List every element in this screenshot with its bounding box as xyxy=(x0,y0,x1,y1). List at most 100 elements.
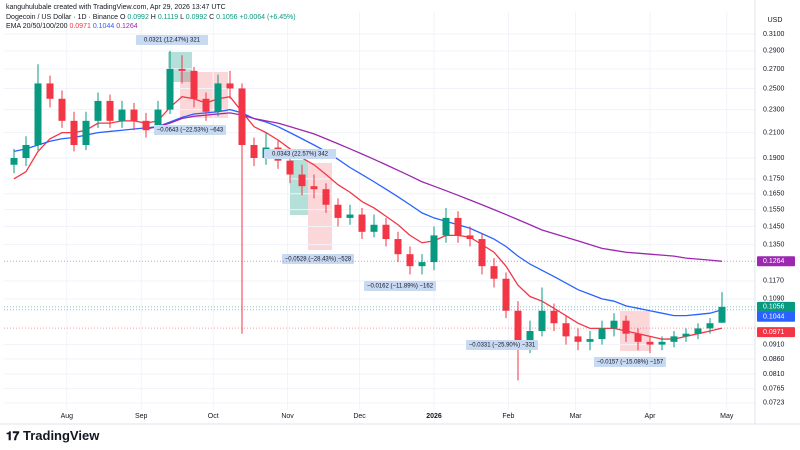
y-unit: USD xyxy=(768,17,783,24)
ohlc-key: O xyxy=(120,13,126,21)
x-tick-label: 2026 xyxy=(426,413,442,420)
y-tick-label: 0.2300 xyxy=(763,106,785,113)
annotation: −0.0157 (−15.08%) −157 xyxy=(597,360,664,366)
candle-body xyxy=(214,83,222,112)
symbol: Dogecoin / US Dollar · 1D · Binance xyxy=(6,13,119,21)
candle-body xyxy=(370,224,378,232)
y-tick-label: 0.2700 xyxy=(763,66,785,73)
y-tick-label: 0.1750 xyxy=(763,176,785,183)
y-tick-label: 0.3100 xyxy=(763,31,785,38)
y-tick-label: 0.1650 xyxy=(763,191,785,198)
price-badge xyxy=(757,327,795,338)
candle-body xyxy=(550,310,558,324)
credit: kanguhulubale created with TradingView.c… xyxy=(6,4,226,11)
candle-body xyxy=(646,341,654,345)
candle-body xyxy=(394,239,402,255)
annotation-bg xyxy=(364,281,436,291)
candle-body xyxy=(10,157,18,165)
ohlc-value: 0.0992 xyxy=(185,13,208,21)
candle-body xyxy=(106,100,114,121)
ohlc-value: 0.1119 xyxy=(157,13,179,21)
header: kanguhulubale created with TradingView.c… xyxy=(6,3,296,32)
y-tick-label: 0.2900 xyxy=(763,48,785,55)
candle-body xyxy=(190,70,198,99)
x-tick-label: May xyxy=(720,413,734,420)
price-badge-label: 0.0971 xyxy=(763,329,785,336)
x-tick-label: Mar xyxy=(570,413,583,420)
candle-body xyxy=(382,224,390,240)
candle-body xyxy=(286,160,294,175)
annotation: 0.0321 (12.47%) 321 xyxy=(144,38,201,44)
candle-body xyxy=(658,341,666,345)
candle-body xyxy=(166,68,174,110)
ohlc-value: 0.0992 xyxy=(127,13,149,21)
annotation-bg xyxy=(466,340,538,350)
candle-body xyxy=(670,336,678,342)
change: +0.0064 (+6.45%) xyxy=(239,13,296,21)
ohlc-key: H xyxy=(150,13,156,21)
annotation: 0.0343 (22.57%) 342 xyxy=(272,152,329,158)
y-tick-label: 0.0910 xyxy=(763,341,785,348)
candle-body xyxy=(634,333,642,342)
candle-body xyxy=(358,214,366,232)
y-tick-label: 0.0810 xyxy=(763,371,785,378)
candle-body xyxy=(502,278,510,311)
ohlc-key: C xyxy=(209,13,215,21)
candle-body xyxy=(238,88,246,145)
candle-body xyxy=(442,217,450,236)
candle-body xyxy=(538,310,546,332)
x-tick-label: Feb xyxy=(502,413,514,420)
logo: 𝟏𝟕 TradingView xyxy=(6,428,100,443)
candle-body xyxy=(454,217,462,236)
price-badge-label: 0.1056 xyxy=(763,304,785,311)
y-tick-label: 0.1900 xyxy=(763,155,785,162)
ohlc-key: L xyxy=(180,13,184,21)
annotation: −0.0528 (−28.43%) −528 xyxy=(285,257,352,263)
candle-body xyxy=(514,310,522,348)
indicator-value: 0.1044 xyxy=(92,23,115,30)
candle-body xyxy=(226,83,234,89)
candle-body xyxy=(46,83,54,99)
candle-body xyxy=(130,109,138,121)
indicator-line: EMA 20/50/100/200 0.0971 0.1044 0.1264 xyxy=(6,22,296,32)
candle-body xyxy=(574,336,582,342)
x-tick-label: Nov xyxy=(281,413,294,420)
candle-body xyxy=(562,323,570,337)
y-tick-label: 0.1090 xyxy=(763,296,785,303)
y-tick-label: 0.1550 xyxy=(763,206,785,213)
y-tick-label: 0.2500 xyxy=(763,85,785,92)
candle-body xyxy=(202,98,210,112)
candle-body xyxy=(466,235,474,240)
annotation: −0.0331 (−25.90%) −331 xyxy=(469,343,536,349)
measure-box xyxy=(308,163,332,250)
candle-body xyxy=(58,98,66,121)
price-badge-label: 0.1264 xyxy=(763,258,785,265)
candle-body xyxy=(34,83,42,145)
candle-body xyxy=(142,120,150,131)
measure-box xyxy=(290,160,308,215)
candle-body xyxy=(598,328,606,340)
y-tick-label: 0.1170 xyxy=(763,278,784,285)
price-badge-label: 0.1044 xyxy=(763,314,785,321)
candle-body xyxy=(178,68,186,71)
indicator: EMA 20/50/100/200 xyxy=(6,23,68,30)
annotation-bg xyxy=(282,254,354,264)
candle-body xyxy=(250,144,258,158)
annotation-bg xyxy=(136,35,208,45)
x-tick-label: Oct xyxy=(208,413,219,420)
candle-body xyxy=(718,306,726,323)
annotation: −0.0162 (−11.89%) −162 xyxy=(367,284,434,290)
y-tick-label: 0.2100 xyxy=(763,129,785,136)
candle-body xyxy=(418,262,426,267)
candle-body xyxy=(118,109,126,121)
candle-body xyxy=(298,174,306,187)
candle-body xyxy=(478,239,486,267)
candle-body xyxy=(322,189,330,205)
candle-body xyxy=(622,320,630,334)
candle-body xyxy=(706,323,714,329)
candle-body xyxy=(22,144,30,158)
candle-body xyxy=(682,333,690,337)
candle-body xyxy=(526,331,534,348)
